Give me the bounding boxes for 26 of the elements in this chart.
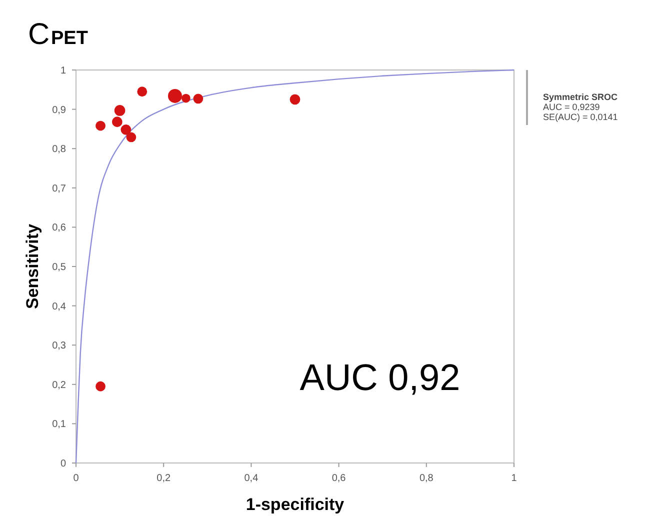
y-axis-title: Sensitivity (23, 223, 42, 310)
x-tick-label: 0,2 (156, 473, 171, 484)
chart-title: C (28, 18, 50, 51)
y-tick-label: 0,2 (52, 380, 66, 391)
text: Symmetric SROC (543, 92, 618, 102)
y-tick-label: 0,7 (52, 183, 66, 194)
x-tick-label: 0 (73, 473, 80, 484)
y-tick-label: 0,6 (52, 222, 66, 234)
y-tick-label: 0,3 (52, 340, 66, 352)
text: AUC = 0,9239 (543, 102, 600, 112)
y-tick-label: 0,8 (52, 144, 66, 156)
y-tick-label: 0,1 (52, 419, 66, 430)
line-series (75, 69, 515, 464)
x-tick-label: 0,8 (419, 473, 434, 484)
x-tick-label: 1 (511, 473, 518, 484)
y-tick-label: 0,5 (52, 262, 66, 273)
y-tick-label: 0,4 (52, 301, 66, 312)
annotation: AUC 0,92 (300, 357, 460, 398)
x-tick-label: 0,4 (244, 473, 259, 484)
x-tick-label: 0,6 (332, 473, 346, 484)
y-tick-label: 0,9 (52, 104, 66, 116)
text: SE(AUC) = 0,0141 (543, 112, 618, 122)
x-axis-title: 1-specificity (246, 495, 345, 514)
y-tick-label: 0 (60, 458, 66, 470)
chart-subtitle: PET (51, 28, 88, 49)
y-tick-label: 1 (60, 66, 66, 76)
